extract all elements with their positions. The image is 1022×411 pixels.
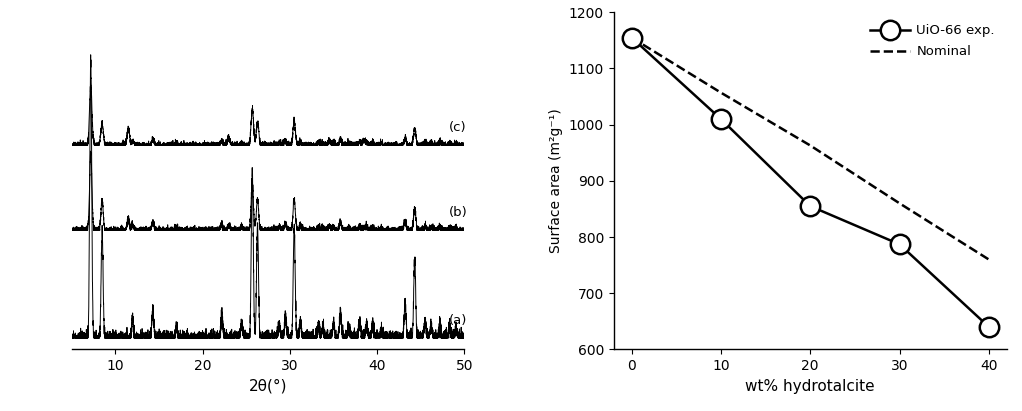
UiO-66 exp. (983, 324, 995, 329)
UiO-66 exp. (625, 35, 638, 40)
Line: UiO-66 exp.: UiO-66 exp. (622, 28, 998, 337)
Nominal (625, 35, 638, 40)
Nominal (983, 257, 995, 262)
X-axis label: wt% hydrotalcite: wt% hydrotalcite (745, 379, 875, 394)
UiO-66 exp. (893, 242, 905, 247)
Line: Nominal: Nominal (632, 37, 989, 259)
Text: (b): (b) (449, 206, 467, 219)
Nominal (893, 201, 905, 206)
UiO-66 exp. (714, 117, 727, 122)
Text: (a): (a) (449, 314, 467, 327)
Y-axis label: Surface area (m²g⁻¹): Surface area (m²g⁻¹) (549, 109, 563, 253)
UiO-66 exp. (804, 204, 817, 209)
X-axis label: 2θ(°): 2θ(°) (248, 379, 287, 394)
Nominal (714, 90, 727, 95)
Nominal (804, 143, 817, 148)
Legend: UiO-66 exp., Nominal: UiO-66 exp., Nominal (865, 19, 1001, 63)
Text: (c): (c) (449, 121, 466, 134)
